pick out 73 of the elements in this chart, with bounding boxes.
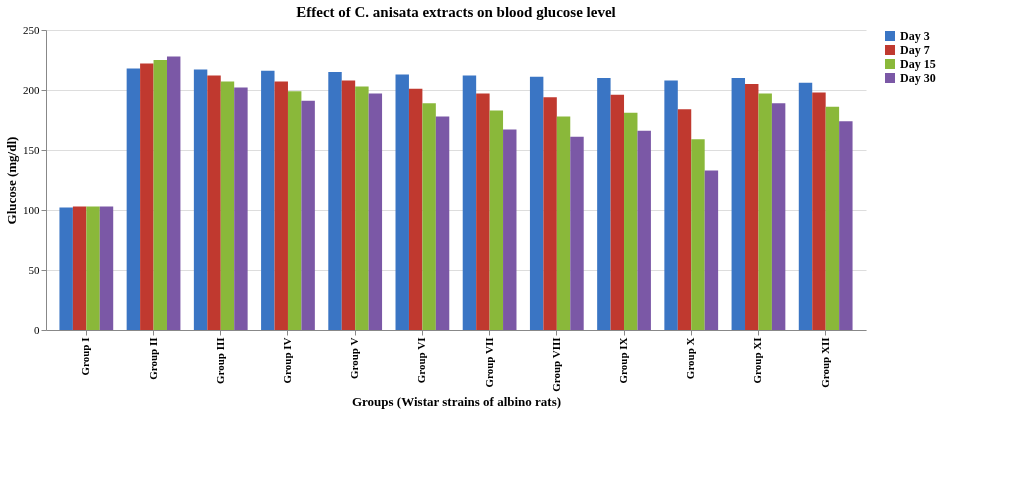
bar (543, 97, 557, 330)
bar (301, 100, 315, 330)
bar (677, 109, 692, 330)
bar (341, 80, 356, 330)
bar (731, 78, 746, 330)
bar (771, 103, 786, 330)
bar (207, 75, 221, 330)
bar (86, 206, 100, 330)
x-tick-label: Group IX (617, 337, 630, 384)
bar (261, 70, 275, 330)
bar (489, 110, 504, 330)
bar (328, 72, 342, 330)
bar (234, 87, 248, 330)
bar (691, 139, 705, 330)
chart-title: Effect of C. anisata extracts on blood glucose level (296, 4, 616, 20)
bar (140, 63, 154, 330)
y-tick-label: 150 (23, 143, 40, 156)
y-axis-title: Glucose (mg/dl) (4, 136, 19, 225)
x-tick-label: Group I (79, 337, 92, 376)
bar (368, 93, 383, 330)
legend-label: Day 3 (900, 29, 930, 43)
bar (435, 116, 450, 330)
x-tick-label: Group V (348, 337, 361, 379)
bar (758, 93, 772, 330)
bar (798, 82, 813, 330)
x-tick-label: Group II (146, 337, 159, 380)
bar (825, 106, 840, 330)
bar (274, 81, 288, 330)
x-tick-label: Group VI (415, 337, 428, 384)
bar (704, 170, 719, 330)
bar (395, 74, 409, 330)
x-tick-label: Group IV (280, 337, 293, 384)
y-tick-label: 0 (34, 323, 40, 336)
x-tick-label: Group VIII (549, 337, 562, 392)
bar (610, 94, 625, 330)
bar (812, 92, 826, 330)
y-tick-label: 200 (23, 83, 40, 96)
x-tick-label: Group III (213, 337, 226, 385)
bar (624, 112, 638, 330)
y-tick-label: 50 (28, 263, 40, 276)
bar (193, 69, 208, 330)
bar (664, 80, 678, 330)
bar (355, 86, 369, 330)
y-tick-label: 250 (23, 23, 40, 36)
bar (556, 116, 571, 330)
bar (220, 81, 235, 330)
legend-label: Day 30 (900, 71, 936, 85)
x-axis-title: Groups (Wistar strains of albino rats) (351, 394, 562, 410)
bar (72, 206, 87, 330)
x-tick-label: Group XII (818, 337, 831, 388)
bar (126, 68, 141, 330)
bar (839, 121, 853, 330)
bar (59, 207, 73, 330)
bar (637, 130, 651, 330)
legend-label: Day 7 (900, 43, 930, 57)
bar (166, 56, 181, 330)
bar (408, 88, 423, 330)
bar (99, 206, 114, 330)
bar (287, 91, 302, 330)
x-tick-label: Group X (684, 337, 697, 380)
bar (570, 136, 584, 330)
bar (476, 93, 490, 330)
bar (462, 75, 477, 330)
bar (422, 103, 436, 330)
bar (597, 78, 611, 330)
bar (153, 60, 167, 330)
bar (745, 84, 759, 330)
x-tick-label: Group VII (482, 337, 495, 388)
y-tick-label: 100 (23, 203, 40, 216)
legend-label: Day 15 (900, 57, 936, 71)
bar (529, 76, 544, 330)
x-tick-label: Group XI (751, 337, 764, 384)
bar (503, 129, 517, 330)
